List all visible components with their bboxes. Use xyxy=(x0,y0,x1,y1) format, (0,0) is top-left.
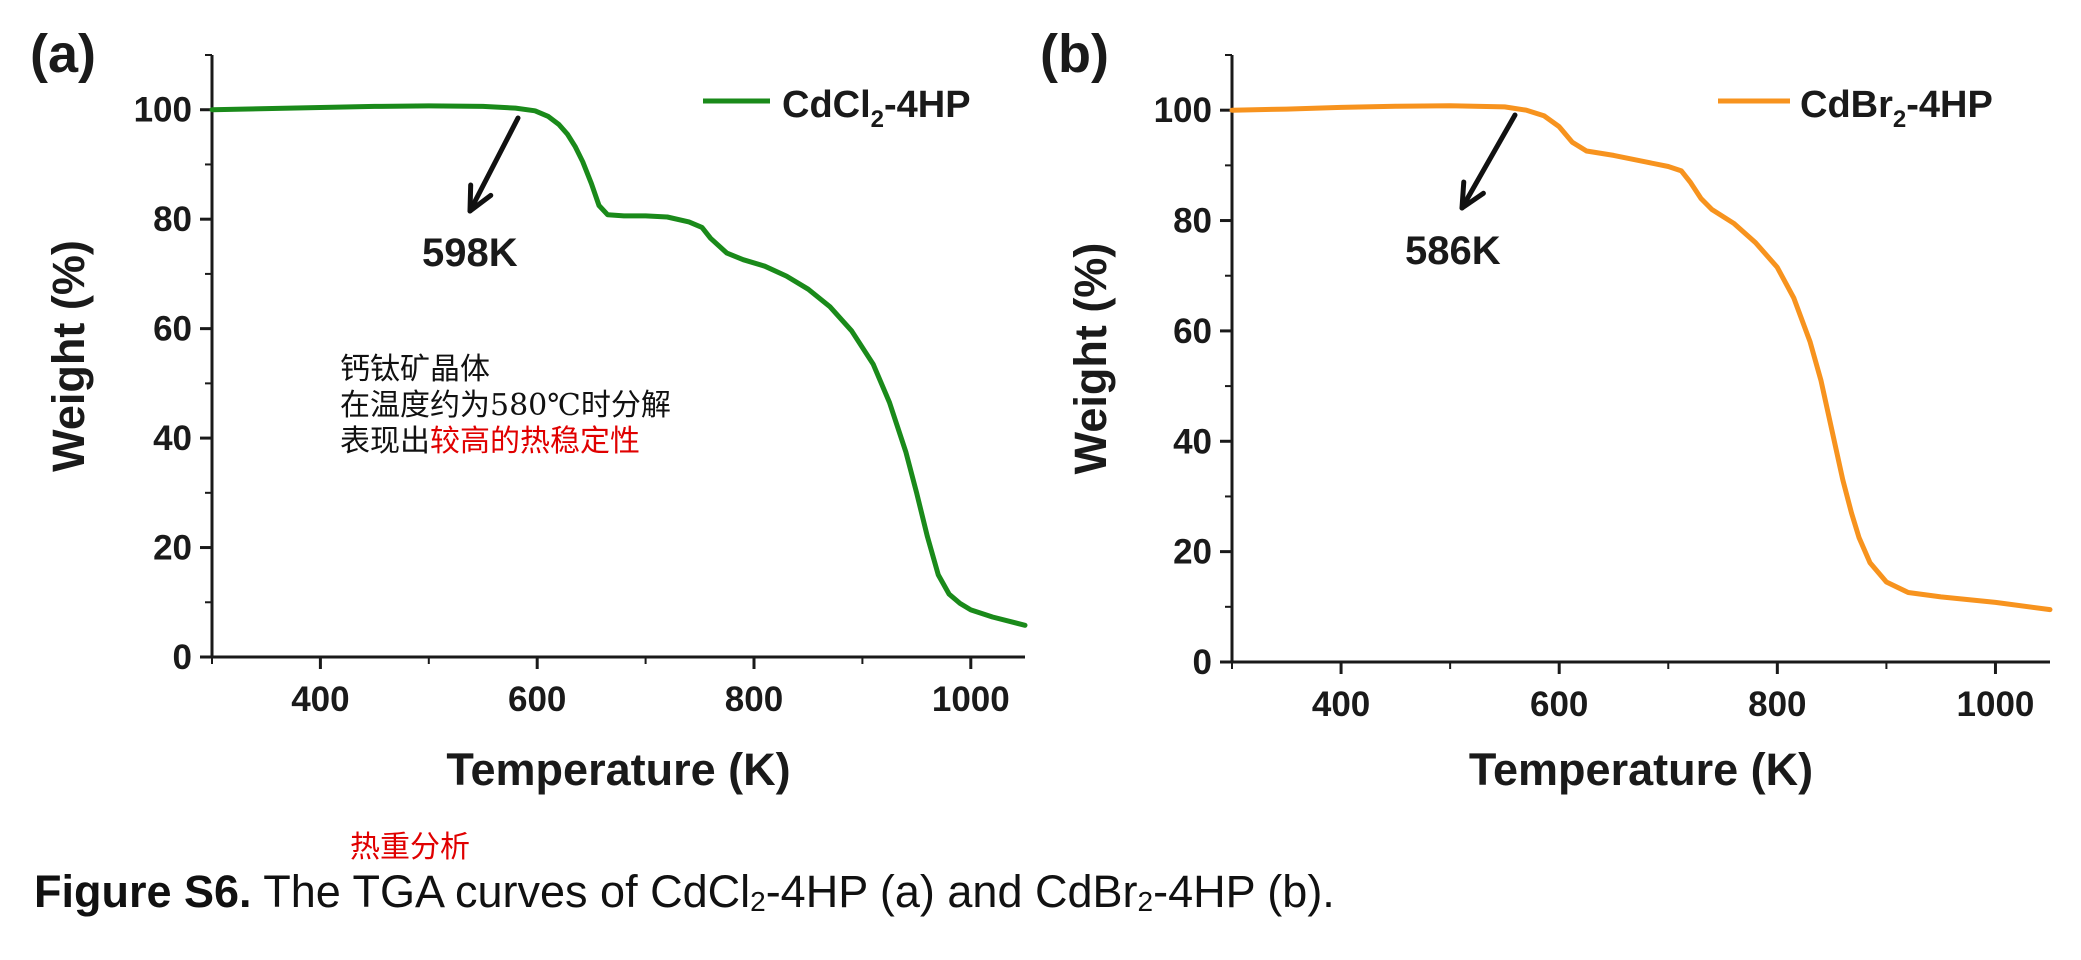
caption-text-3: -4HP (b). xyxy=(1153,866,1335,917)
panel-b-legend-label: CdBr2-4HP xyxy=(1800,84,1993,133)
panel-a-legend-label: CdCl2-4HP xyxy=(782,84,971,133)
panel-a-y-axis-label: Weight (%) xyxy=(43,240,94,472)
panel-b-ytick-label: 0 xyxy=(1193,643,1212,682)
panel-b-x-axis-label: Temperature (K) xyxy=(1469,744,1813,795)
panel-b-ytick-label: 20 xyxy=(1173,533,1212,572)
panel-b-ytick-label: 100 xyxy=(1154,91,1212,130)
panel-a-legend-tail: -4HP xyxy=(884,84,971,126)
panel-a-xtick-label: 800 xyxy=(725,680,783,719)
panel-a-ytick-label: 0 xyxy=(173,638,192,677)
panel-a-ytick-label: 20 xyxy=(153,529,192,568)
panel-a-xtick-label: 1000 xyxy=(932,680,1010,719)
panel-a-legend-main: CdCl xyxy=(782,84,871,126)
panel-b-ytick-label: 80 xyxy=(1173,202,1212,241)
panel-a-ytick-label: 60 xyxy=(153,310,192,349)
caption-sub-2: 2 xyxy=(1137,886,1154,917)
panel-b-annotation-arrowhead xyxy=(1459,179,1486,211)
caption-bold: Figure S6. xyxy=(34,866,252,917)
panel-a-label: (a) xyxy=(30,24,96,84)
panel-a-legend-sub: 2 xyxy=(871,106,884,133)
caption-note: 热重分析 xyxy=(350,830,470,865)
panel-b-xtick-label: 800 xyxy=(1748,685,1806,724)
panel-b-legend-main: CdBr xyxy=(1800,84,1893,126)
panel-a-xtick-label: 400 xyxy=(291,680,349,719)
panel-b-xtick-label: 600 xyxy=(1530,685,1588,724)
panel-a-annotation-arrow xyxy=(467,115,521,214)
panel-a-note-line-2: 在温度约为580℃时分解 xyxy=(340,388,671,423)
panel-a-x-axis-label: Temperature (K) xyxy=(446,744,790,795)
panel-b-series-line xyxy=(1229,103,2053,613)
panel-b-annotation-label: 586K xyxy=(1405,229,1501,273)
panel-a-annotation-arrowhead xyxy=(467,182,494,214)
panel-a-series-line xyxy=(209,103,1028,628)
panel-a-xtick-label: 600 xyxy=(508,680,566,719)
caption-text-2: -4HP (a) and CdBr xyxy=(765,866,1138,917)
panel-a-note-line-1: 钙钛矿晶体 xyxy=(340,352,490,387)
panel-b-xtick-label: 400 xyxy=(1312,685,1370,724)
panel-b-annotation-arrow xyxy=(1459,112,1518,211)
panel-b-legend-sub: 2 xyxy=(1893,106,1906,133)
panel-a-note-line-3: 表现出较高的热稳定性 xyxy=(340,424,640,459)
panel-a-ytick-label: 80 xyxy=(153,200,192,239)
panel-b-ytick-label: 40 xyxy=(1173,422,1212,461)
panel-a-ytick-label: 40 xyxy=(153,419,192,458)
caption-text-1: The TGA curves of CdCl xyxy=(251,866,751,917)
panel-a-ytick-label: 100 xyxy=(134,91,192,130)
panel-a-annotation-label: 598K xyxy=(422,231,518,275)
caption-sub-1: 2 xyxy=(750,886,766,917)
panel-b-legend-tail: -4HP xyxy=(1906,84,1993,126)
panel-a-note-highlight: 较高的热稳定性 xyxy=(430,424,640,459)
figure-caption: Figure S6. The TGA curves of CdCl2-4HP (… xyxy=(34,866,1335,918)
panel-b-ytick-label: 60 xyxy=(1173,312,1212,351)
panel-b-xtick-label: 1000 xyxy=(1957,685,2035,724)
panel-b-label: (b) xyxy=(1040,24,1109,84)
panel-b-y-axis-label: Weight (%) xyxy=(1065,243,1116,475)
